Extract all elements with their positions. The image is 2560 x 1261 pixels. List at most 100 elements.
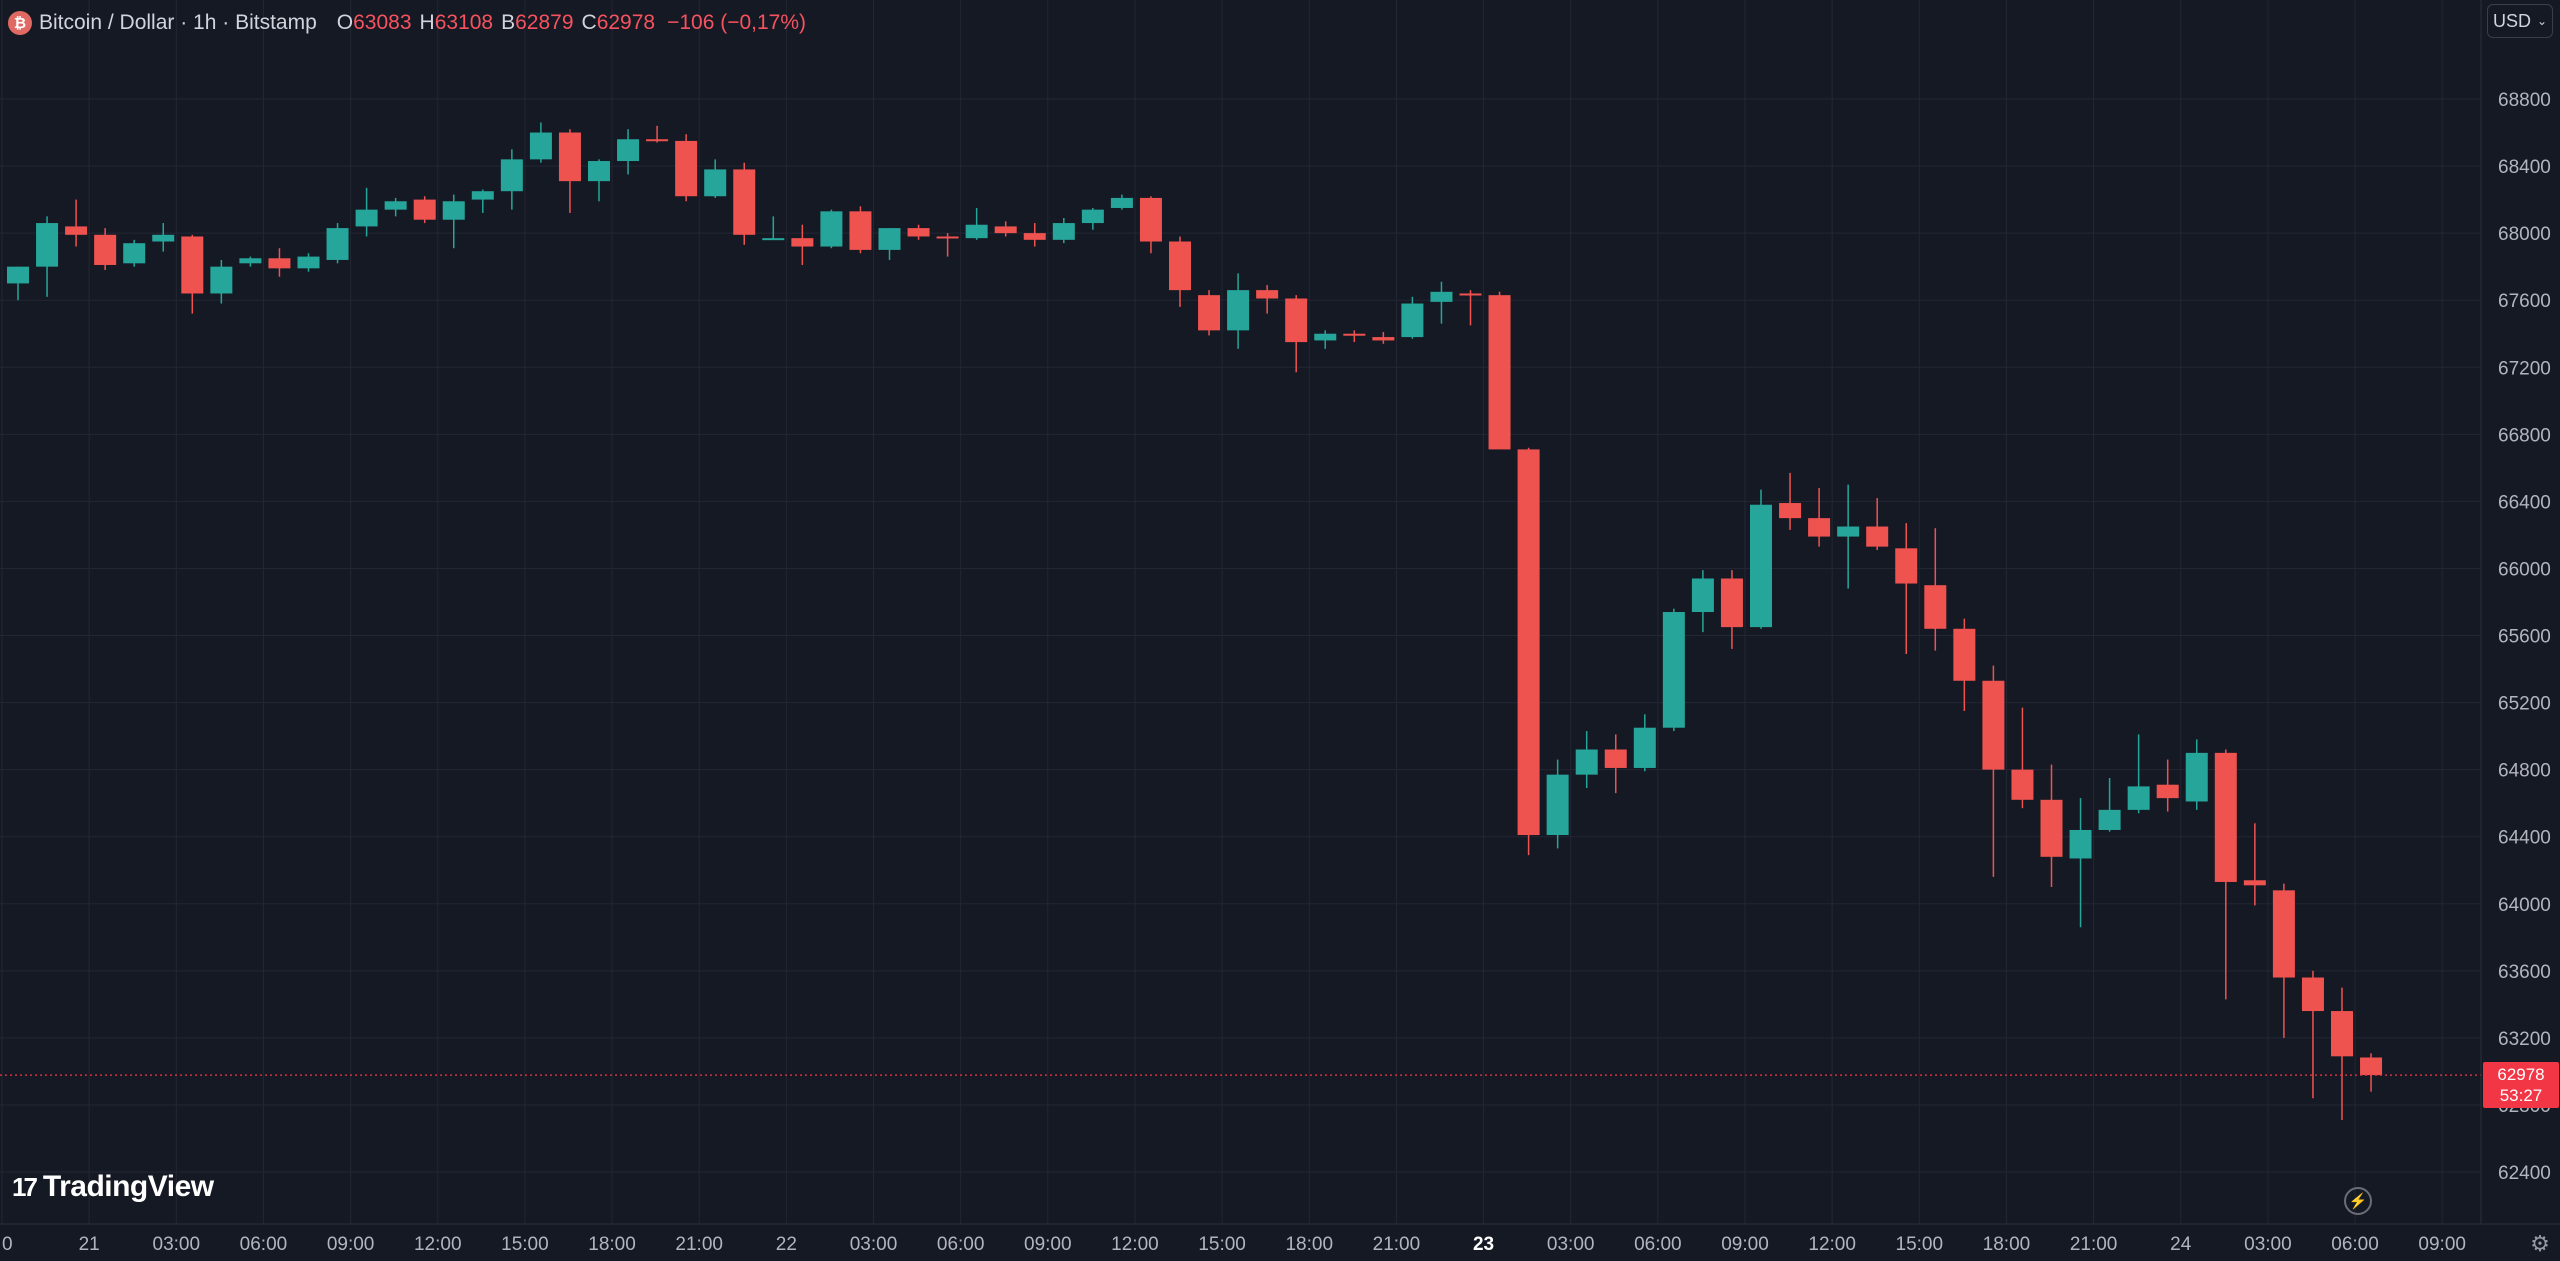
candle[interactable] xyxy=(1372,332,1395,344)
candle[interactable] xyxy=(355,187,378,237)
candle[interactable] xyxy=(2127,734,2150,814)
candle[interactable] xyxy=(1750,489,1772,629)
candle[interactable] xyxy=(1895,523,1918,654)
candle[interactable] xyxy=(1604,734,1627,794)
candle[interactable] xyxy=(529,122,552,163)
candle[interactable] xyxy=(994,221,1017,237)
candle[interactable] xyxy=(2331,987,2353,1121)
candle[interactable] xyxy=(1720,570,1743,649)
candle[interactable] xyxy=(1314,330,1337,349)
candle[interactable] xyxy=(704,159,727,198)
candle[interactable] xyxy=(7,266,29,301)
candle[interactable] xyxy=(762,216,785,241)
candle[interactable] xyxy=(1953,618,1976,711)
candle[interactable] xyxy=(1343,330,1366,343)
candle[interactable] xyxy=(1459,290,1482,326)
symbol-title[interactable]: Bitcoin / Dollar · 1h · Bitstamp xyxy=(39,11,317,34)
candle[interactable] xyxy=(210,259,233,304)
candle[interactable] xyxy=(1546,759,1569,849)
tradingview-wordmark: TradingView xyxy=(42,1170,214,1203)
candle[interactable] xyxy=(2214,749,2237,1000)
candle[interactable] xyxy=(1488,291,1511,450)
candle[interactable] xyxy=(2243,823,2266,906)
candle[interactable] xyxy=(2272,883,2295,1038)
candle[interactable] xyxy=(2185,739,2208,810)
candle[interactable] xyxy=(733,162,756,245)
candle[interactable] xyxy=(1779,472,1802,530)
candle-body xyxy=(791,238,814,247)
candle[interactable] xyxy=(1662,608,1685,732)
candle[interactable] xyxy=(791,224,814,265)
price-axis[interactable]: 6240062800632006360064000644006480065200… xyxy=(2498,90,2551,1184)
candle[interactable] xyxy=(1633,714,1656,772)
candle[interactable] xyxy=(965,207,988,240)
candle[interactable] xyxy=(2360,1053,2383,1092)
candle[interactable] xyxy=(1110,194,1133,210)
candle[interactable] xyxy=(500,149,523,210)
candle[interactable] xyxy=(2069,798,2092,928)
candle[interactable] xyxy=(675,134,698,202)
gear-icon[interactable]: ⚙ xyxy=(2530,1231,2550,1256)
candle-body xyxy=(413,199,436,220)
candle[interactable] xyxy=(123,239,146,267)
candle[interactable] xyxy=(849,206,872,254)
candle[interactable] xyxy=(1575,731,1598,789)
candle[interactable] xyxy=(326,223,349,264)
candle[interactable] xyxy=(1866,498,1889,550)
candle[interactable] xyxy=(268,248,291,277)
candle[interactable] xyxy=(1808,487,1831,547)
candle[interactable] xyxy=(1169,236,1191,307)
candle[interactable] xyxy=(1517,447,1540,856)
candle[interactable] xyxy=(152,223,175,252)
candle[interactable] xyxy=(297,253,320,272)
candle[interactable] xyxy=(1198,290,1221,336)
price-tick-label: 68000 xyxy=(2498,224,2551,245)
candle[interactable] xyxy=(646,125,669,143)
candle[interactable] xyxy=(1256,285,1279,314)
candle-body xyxy=(2185,752,2208,802)
candle[interactable] xyxy=(471,189,494,214)
candle[interactable] xyxy=(1139,196,1162,254)
candle[interactable] xyxy=(1023,223,1046,247)
candle[interactable] xyxy=(1837,484,1860,589)
time-tick-label: 18:00 xyxy=(1285,1234,1333,1255)
candle[interactable] xyxy=(2098,778,2121,832)
candle[interactable] xyxy=(820,209,843,249)
candle[interactable] xyxy=(1924,528,1947,651)
candle[interactable] xyxy=(936,233,959,257)
candle[interactable] xyxy=(36,216,59,297)
candles-layer[interactable] xyxy=(7,122,2383,1121)
lightning-icon[interactable]: ⚡ xyxy=(2344,1187,2372,1215)
candle[interactable] xyxy=(558,129,581,214)
candle[interactable] xyxy=(239,256,262,267)
candle[interactable] xyxy=(1982,665,2005,877)
candle[interactable] xyxy=(2301,970,2324,1099)
price-tick-label: 65600 xyxy=(2498,627,2551,648)
candle[interactable] xyxy=(588,159,610,202)
tradingview-logo[interactable]: 17 TradingView xyxy=(12,1170,214,1204)
candle[interactable] xyxy=(1052,218,1075,244)
candle[interactable] xyxy=(94,228,117,271)
currency-selector[interactable]: USD ⌄ xyxy=(2487,4,2553,38)
candle-body xyxy=(210,266,233,294)
candle[interactable] xyxy=(1401,296,1424,339)
candle[interactable] xyxy=(617,129,640,175)
time-axis[interactable]: 0 21 03:00 06:00 09:00 12:00 15:00 18:00 21:00 22… xyxy=(2,1234,2466,1255)
candle[interactable] xyxy=(1227,273,1250,349)
bitcoin-icon[interactable]: ₿ xyxy=(8,11,32,35)
candle[interactable] xyxy=(2011,707,2034,809)
candle[interactable] xyxy=(442,194,465,249)
candle[interactable] xyxy=(1691,570,1714,633)
candle[interactable] xyxy=(1285,295,1308,373)
candle[interactable] xyxy=(413,196,436,224)
candle[interactable] xyxy=(1430,281,1453,324)
candle[interactable] xyxy=(2040,764,2063,887)
candle[interactable] xyxy=(65,199,88,247)
candle[interactable] xyxy=(384,197,407,217)
candle[interactable] xyxy=(907,224,930,240)
candle[interactable] xyxy=(2156,759,2179,812)
candle[interactable] xyxy=(181,234,204,314)
candle[interactable] xyxy=(878,228,901,260)
candle[interactable] xyxy=(1081,207,1104,230)
